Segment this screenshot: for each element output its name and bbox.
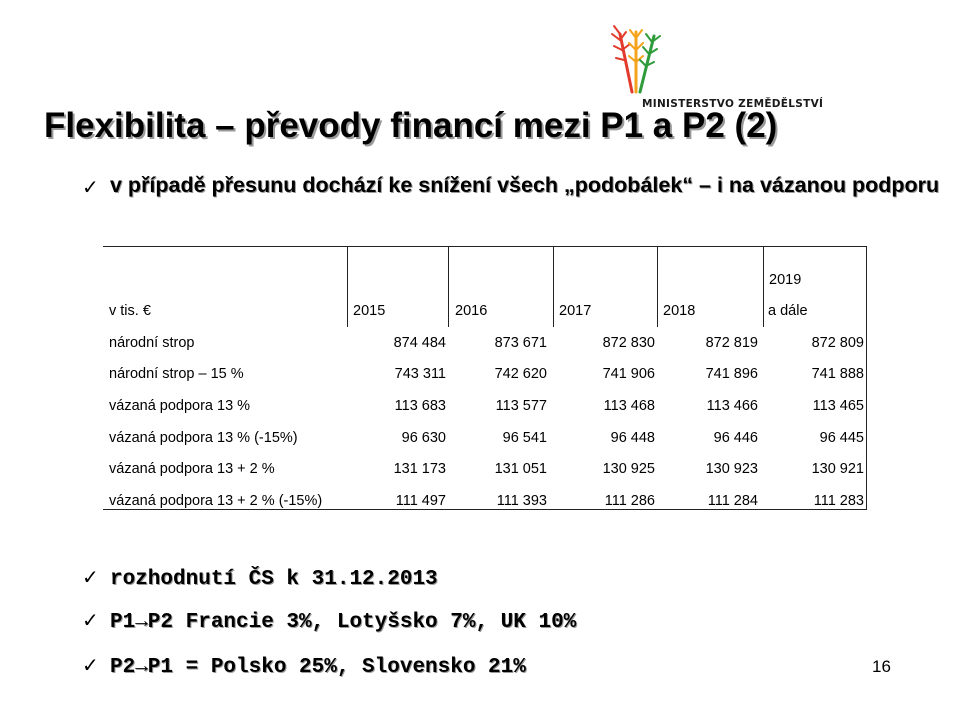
table-cell: 111 284 (707, 493, 758, 509)
wheat-wreath-icon (611, 25, 661, 94)
table-cell: 96 446 (713, 430, 758, 446)
bullet-text: v případě přesunu dochází ke snížení vše… (110, 173, 940, 197)
check-icon: ✓ (82, 175, 99, 199)
row-label: vázaná podpora 13 + 2 % (109, 461, 275, 477)
table-cell: 96 448 (610, 430, 655, 446)
table-cell: 872 830 (602, 335, 655, 351)
bullet-text: rozhodnutí ČS k 31.12.2013 (110, 568, 438, 591)
column-divider (347, 246, 348, 327)
table-cell: 96 445 (819, 430, 864, 446)
column-header: 2016 (455, 303, 488, 319)
table-cell: 111 393 (496, 493, 547, 509)
table-cell: 113 577 (495, 398, 547, 414)
table-cell: 130 921 (811, 461, 864, 477)
table-cell: 741 888 (811, 366, 864, 382)
table-cell: 131 173 (393, 461, 446, 477)
table-cell: 131 051 (494, 461, 547, 477)
bullet-text: P1→P2 Francie 3%, Lotyšsko 7%, UK 10% (110, 611, 577, 634)
row-label: národní strop – 15 % (109, 366, 244, 382)
table-cell: 874 484 (393, 335, 446, 351)
check-icon: ✓ (82, 565, 99, 589)
logo-text: MINISTERSTVO ZEMĚDĚLSTVÍ (642, 98, 824, 110)
table-cell: 741 906 (602, 366, 655, 382)
bullet-item: ✓ rozhodnutí ČS k 31.12.2013 (82, 565, 438, 591)
table-cell: 742 620 (494, 366, 547, 382)
table-cell: 743 311 (394, 366, 446, 382)
table-cell: 872 809 (811, 335, 864, 351)
table-cell: 96 541 (502, 430, 547, 446)
table-cell: 873 671 (494, 335, 547, 351)
bullet-item: ✓ P2→P1 = Polsko 25%, Slovensko 21% (82, 653, 526, 679)
column-header: 2018 (663, 303, 696, 319)
column-header: 2015 (353, 303, 386, 319)
table-cell: 741 896 (705, 366, 758, 382)
bullet-text: P2→P1 = Polsko 25%, Slovensko 21% (110, 656, 526, 679)
ministry-logo: MINISTERSTVO ZEMĚDĚLSTVÍ (590, 22, 920, 122)
row-label: národní strop (109, 335, 195, 351)
table-cell: 111 283 (813, 493, 864, 509)
column-header: a dále (768, 303, 808, 319)
row-label: vázaná podpora 13 + 2 % (-15%) (109, 493, 323, 509)
page-number: 16 (872, 657, 891, 676)
bullet-item: ✓ P1→P2 Francie 3%, Lotyšsko 7%, UK 10% (82, 608, 576, 634)
table-cell: 111 286 (604, 493, 655, 509)
check-icon: ✓ (82, 653, 99, 677)
page-title: Flexibilita – převody financí mezi P1 a … (44, 106, 778, 145)
table-cell: 113 466 (706, 398, 758, 414)
table-cell: 113 468 (603, 398, 655, 414)
unit-label: v tis. € (109, 303, 151, 319)
column-divider (448, 246, 449, 327)
column-divider (553, 246, 554, 327)
column-header: 2017 (559, 303, 592, 319)
column-header: 2019 (769, 272, 802, 288)
row-label: vázaná podpora 13 % (-15%) (109, 430, 298, 446)
check-icon: ✓ (82, 608, 99, 632)
table-cell: 130 923 (705, 461, 758, 477)
table-cell: 130 925 (602, 461, 655, 477)
data-table (103, 246, 867, 510)
table-cell: 96 630 (401, 430, 446, 446)
table-cell: 113 465 (812, 398, 864, 414)
column-divider (763, 246, 764, 327)
table-cell: 113 683 (394, 398, 446, 414)
table-cell: 872 819 (705, 335, 758, 351)
table-cell: 111 497 (395, 493, 446, 509)
row-label: vázaná podpora 13 % (109, 398, 251, 414)
bullet-item: ✓ v případě přesunu dochází ke snížení v… (82, 171, 942, 199)
column-divider (657, 246, 658, 327)
